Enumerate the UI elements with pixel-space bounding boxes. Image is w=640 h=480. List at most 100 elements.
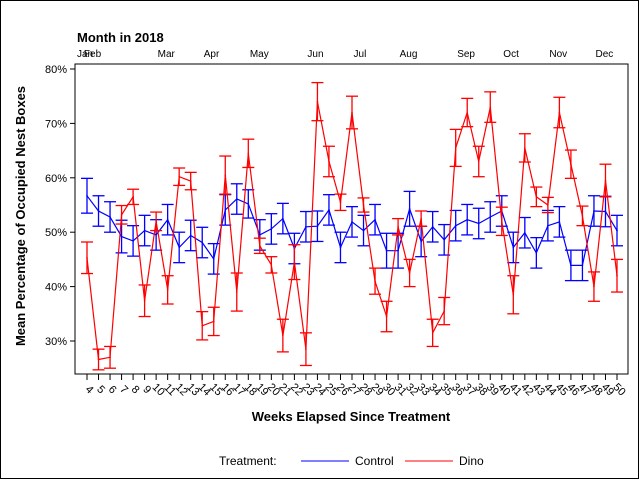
data-point [270,264,273,266]
data-point [385,249,388,252]
data-point [97,210,100,212]
top-axis-title: Month in 2018 [77,30,164,45]
data-point [282,217,284,220]
y-tick-label: 70% [45,118,67,130]
y-tick-label: 80% [45,64,67,76]
data-point [270,228,273,230]
data-point [477,160,480,163]
data-point [535,252,538,254]
data-point [201,324,204,327]
y-axis: 30% 40% 50% 60% 70% 80% [45,64,75,348]
data-point [489,106,492,108]
data-point [593,285,595,288]
month-label: Sep [457,49,475,60]
data-point [189,180,192,182]
data-point [293,261,296,263]
month-label: Jul [354,49,367,60]
data-point [316,100,319,103]
data-point [351,111,353,114]
data-point [431,332,434,334]
data-point [328,160,330,163]
data-point [593,210,595,212]
series-layer [81,81,623,371]
data-point [305,348,307,350]
data-point [570,163,572,165]
data-point [166,289,169,291]
data-point [132,196,134,198]
data-point [339,246,342,249]
x-tick-label: 50 [611,381,628,398]
data-point [155,234,157,236]
month-label: Apr [204,49,220,60]
data-point [339,201,342,204]
data-point [178,246,180,249]
series-dino [81,81,623,371]
month-label: Mar [158,49,176,60]
data-point [143,299,146,302]
month-label: Jan [77,49,93,60]
x-tick-label: 6 [106,383,119,396]
data-point [109,356,111,359]
data-point [282,334,284,337]
month-label: Nov [549,49,567,60]
data-point [524,231,526,234]
data-point [420,240,422,243]
data-point [454,147,457,149]
data-point [178,175,180,178]
data-point [362,204,365,206]
month-label: May [250,49,269,60]
month-label: Oct [503,49,519,60]
data-point [247,203,250,205]
month-label: Jun [307,49,323,60]
data-point [212,258,215,260]
data-point [535,196,538,198]
y-tick-label: 30% [45,336,67,348]
data-point [512,246,515,249]
y-axis-title: Mean Percentage of Occupied Nest Boxes [13,86,28,346]
data-point [120,235,123,238]
x-tick-label: 4 [83,383,96,396]
x-tick-label: 8 [129,383,142,396]
data-point [247,152,250,155]
data-point [259,234,261,236]
data-point [235,198,238,200]
data-point [374,218,376,221]
data-point [316,225,319,228]
data-point [616,274,618,277]
data-point [558,111,561,114]
data-point [408,272,411,274]
data-point [512,293,515,296]
data-point [581,215,584,217]
data-point [97,358,100,361]
data-point [224,209,227,211]
data-point [374,280,376,282]
data-point [466,218,469,221]
data-point [86,194,88,197]
data-point [120,213,123,216]
y-tick-label: 50% [45,227,67,239]
data-point [166,218,169,221]
data-point [397,225,399,228]
data-point [397,249,399,252]
data-point [235,291,238,293]
data-point [604,210,607,213]
data-point [547,224,549,227]
data-point [466,111,469,114]
data-point [489,216,492,218]
data-point [431,225,434,228]
data-point [132,240,134,242]
y-tick-label: 40% [45,282,67,294]
data-point [570,264,572,267]
month-label: Dec [595,49,613,60]
x-axis-title: Weeks Elapsed Since Treatment [252,409,451,424]
data-point [408,208,411,210]
data-point [385,315,388,318]
data-point [420,217,422,220]
data-point [143,229,146,232]
y-tick-label: 60% [45,173,67,185]
data-point [155,220,157,223]
data-point [328,209,330,211]
